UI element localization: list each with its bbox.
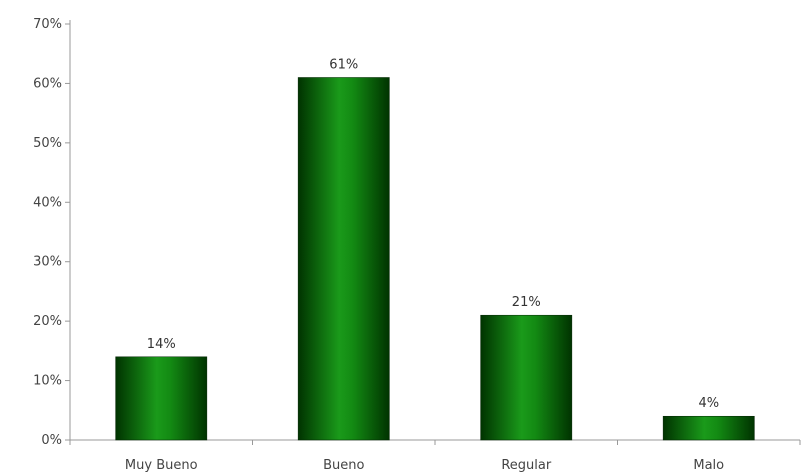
bar-bueno: [297, 77, 390, 441]
bar-malo: [662, 415, 755, 441]
x-category-label: Muy Bueno: [125, 458, 198, 473]
data-label: 4%: [698, 396, 719, 411]
data-label: 61%: [329, 57, 358, 72]
bar-regular: [480, 314, 573, 441]
bars: [115, 77, 755, 441]
y-axis: 0% 10% 20% 30% 40% 50% 60% 70%: [33, 17, 71, 448]
y-tick-label: 0%: [41, 433, 62, 448]
y-tick-label: 60%: [33, 76, 62, 91]
x-category-label: Regular: [501, 458, 552, 473]
y-tick-label: 30%: [33, 255, 62, 270]
x-axis: Muy Bueno Bueno Regular Malo: [69, 439, 801, 473]
y-tick-label: 20%: [33, 314, 62, 329]
y-tick-label: 50%: [33, 136, 62, 151]
y-tick-label: 70%: [33, 17, 62, 32]
bar-muy-bueno: [115, 356, 208, 441]
x-category-label: Bueno: [323, 458, 364, 473]
data-label: 14%: [147, 337, 176, 352]
y-tick-label: 40%: [33, 195, 62, 210]
data-labels: 14% 61% 21% 4%: [147, 57, 719, 411]
data-label: 21%: [512, 295, 541, 310]
x-category-label: Malo: [693, 458, 724, 473]
y-tick-label: 10%: [33, 374, 62, 389]
